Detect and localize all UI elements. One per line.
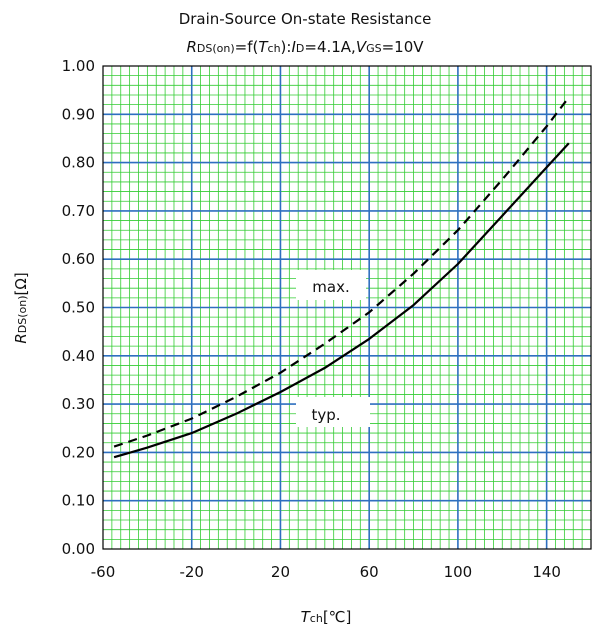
x-axis-label: Tch[℃] bbox=[301, 608, 352, 626]
x-tick-label: 140 bbox=[532, 563, 561, 581]
x-label-symbol: T bbox=[301, 608, 312, 626]
y-axis-label: RDS(on)[Ω] bbox=[12, 272, 30, 343]
y-tick-label: 0.00 bbox=[62, 540, 95, 558]
x-tick-label: 20 bbox=[271, 563, 290, 581]
x-tick-label: 100 bbox=[444, 563, 473, 581]
y-tick-label: 0.90 bbox=[62, 105, 95, 123]
y-tick-label: 0.40 bbox=[62, 347, 95, 365]
subtitle-t-sub: ch bbox=[268, 42, 281, 55]
subtitle-v: V bbox=[356, 38, 368, 56]
y-tick-label: 0.30 bbox=[62, 395, 95, 413]
subtitle-i-val: =4.1A, bbox=[304, 38, 355, 56]
x-label-unit: [℃] bbox=[323, 608, 352, 626]
subtitle-t: T bbox=[258, 38, 269, 56]
subtitle-i: I bbox=[291, 38, 296, 56]
y-tick-label: 0.50 bbox=[62, 299, 95, 317]
major-grid bbox=[103, 66, 591, 549]
y-label-unit: [Ω] bbox=[12, 272, 30, 295]
typ-label-background bbox=[296, 397, 370, 427]
y-tick-label: 0.80 bbox=[62, 154, 95, 172]
subtitle-colon: ): bbox=[281, 38, 292, 56]
max-label-background bbox=[296, 270, 366, 300]
subtitle-r: R bbox=[186, 38, 196, 56]
x-tick-label: -20 bbox=[179, 563, 204, 581]
subtitle-v-sub: GS bbox=[366, 42, 382, 55]
y-label-sub: DS(on) bbox=[16, 295, 29, 333]
y-tick-label: 0.20 bbox=[62, 443, 95, 461]
x-tick-label: 60 bbox=[360, 563, 379, 581]
plot-frame bbox=[102, 65, 592, 550]
chart-subtitle: RDS(on)=f(Tch):ID=4.1A,VGS=10V bbox=[186, 38, 424, 56]
x-axis-ticks: -60 -20 20 60 100 140 bbox=[91, 563, 561, 581]
y-tick-label: 1.00 bbox=[62, 57, 95, 75]
x-tick-label: -60 bbox=[91, 563, 116, 581]
y-tick-label: 0.60 bbox=[62, 250, 95, 268]
series-line-typ bbox=[113, 142, 570, 459]
subtitle-eq: =f( bbox=[235, 38, 259, 56]
y-label-symbol: R bbox=[12, 333, 30, 343]
subtitle-v-val: =10V bbox=[382, 38, 425, 56]
series-label-typ: typ. bbox=[311, 406, 340, 424]
series-lines bbox=[113, 96, 570, 459]
y-axis-ticks: 0.00 0.10 0.20 0.30 0.40 0.50 0.60 0.70 0.80 0.90… bbox=[62, 57, 95, 558]
subtitle-r-sub: DS(on) bbox=[197, 42, 235, 55]
y-tick-label: 0.70 bbox=[62, 202, 95, 220]
subtitle-i-sub: D bbox=[296, 42, 304, 55]
series-label-max: max. bbox=[312, 278, 349, 296]
x-label-sub: ch bbox=[310, 612, 323, 625]
chart-title: Drain-Source On-state Resistance bbox=[179, 10, 432, 28]
y-tick-label: 0.10 bbox=[62, 492, 95, 510]
series-line-max bbox=[113, 96, 570, 448]
